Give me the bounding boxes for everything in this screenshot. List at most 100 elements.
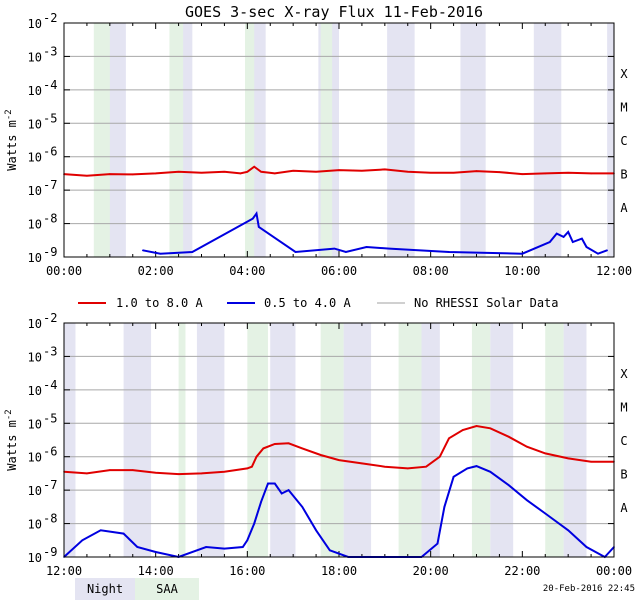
y-tick-exponent: -7 xyxy=(43,178,57,192)
flare-class-label: X xyxy=(620,367,628,381)
short-point xyxy=(246,539,249,542)
short-point xyxy=(521,252,524,255)
long-point xyxy=(131,173,134,176)
night-band xyxy=(387,23,415,257)
short-point xyxy=(301,506,304,508)
long-point xyxy=(406,170,409,173)
short-point xyxy=(260,501,262,503)
long-point xyxy=(260,170,262,173)
night-band xyxy=(196,323,225,557)
long-point xyxy=(406,467,409,470)
short-point xyxy=(606,249,608,252)
y-tick-exponent: -5 xyxy=(43,411,57,425)
night-band xyxy=(270,323,296,557)
short-point xyxy=(466,467,469,470)
y-tick-label: 10 xyxy=(28,417,42,431)
flare-class-label: M xyxy=(620,101,627,115)
short-point xyxy=(122,532,125,535)
short-point xyxy=(257,226,260,228)
long-point xyxy=(200,472,203,475)
saa-band xyxy=(169,23,184,257)
long-point xyxy=(223,470,226,473)
flare-class-label: X xyxy=(620,67,628,81)
short-point xyxy=(333,247,336,250)
short-point xyxy=(585,546,588,548)
long-point xyxy=(338,169,340,171)
short-point xyxy=(544,512,547,515)
y-tick-exponent: -7 xyxy=(43,478,57,492)
night-swatch xyxy=(75,578,135,600)
saa-swatch xyxy=(135,578,199,600)
x-tick-label: 04:00 xyxy=(229,264,265,278)
saa-band xyxy=(398,323,422,557)
y-tick-label: 10 xyxy=(28,484,42,498)
short-point xyxy=(223,547,226,550)
y-tick-label: 10 xyxy=(28,117,42,131)
short-point xyxy=(507,484,510,486)
x-tick-label: 18:00 xyxy=(321,564,357,578)
flare-class-label: A xyxy=(620,501,628,515)
long-point xyxy=(567,457,569,460)
y-tick-label: 10 xyxy=(28,518,42,532)
y-tick-label: 10 xyxy=(28,50,42,64)
y-tick-label: 10 xyxy=(28,151,42,165)
long-point xyxy=(361,169,363,172)
short-point xyxy=(294,251,297,253)
y-tick-exponent: -3 xyxy=(43,344,57,358)
y-axis-label-exponent: -2 xyxy=(4,409,14,420)
short-point xyxy=(443,506,446,508)
x-tick-label: 00:00 xyxy=(46,264,82,278)
short-point xyxy=(388,247,391,250)
series-long-line xyxy=(63,165,614,177)
long-point xyxy=(287,442,290,445)
series-short-line xyxy=(63,465,615,559)
short-point xyxy=(555,232,558,235)
y-tick-label: 10 xyxy=(28,384,42,398)
long-point xyxy=(319,454,322,456)
night-band xyxy=(563,323,587,557)
saa-band xyxy=(320,23,333,257)
short-point xyxy=(562,236,565,238)
night-band xyxy=(490,323,514,557)
short-point xyxy=(142,249,144,252)
long-point xyxy=(384,465,386,468)
y-tick-exponent: -6 xyxy=(43,445,57,459)
flare-class-label: M xyxy=(620,401,627,415)
short-point xyxy=(581,237,583,240)
panel-bottom: 10-210-310-410-510-610-710-810 -912:00 14:… xyxy=(4,311,632,578)
short-point xyxy=(241,546,244,548)
short-point xyxy=(205,546,207,548)
x-tick-label: 12:00 xyxy=(596,264,632,278)
long-point xyxy=(498,171,501,173)
long-point xyxy=(109,469,111,471)
long-point xyxy=(177,473,180,475)
short-point xyxy=(489,470,492,473)
long-point xyxy=(361,462,363,465)
y-axis-label-exponent: -2 xyxy=(4,109,14,120)
long-point xyxy=(246,170,249,173)
long-point xyxy=(251,465,253,468)
short-point xyxy=(329,549,331,552)
night-band xyxy=(460,23,486,257)
long-point xyxy=(338,459,340,461)
night-band xyxy=(533,23,562,257)
y-axis-label: Watts m-2 xyxy=(4,109,19,170)
x-tick-label: 06:00 xyxy=(321,264,357,278)
y-tick-label: 10 xyxy=(28,251,42,265)
long-point xyxy=(200,171,203,174)
short-point xyxy=(267,482,269,485)
saa-band xyxy=(545,323,564,557)
timestamp: 20-Feb-2016 22:45 xyxy=(543,584,635,594)
short-point xyxy=(280,492,283,495)
y-tick-exponent: -4 xyxy=(43,78,57,92)
night-band xyxy=(64,323,76,557)
long-point xyxy=(274,172,276,175)
long-point xyxy=(315,170,317,173)
short-point xyxy=(191,251,194,253)
long-point xyxy=(567,171,569,174)
flare-class-label: C xyxy=(620,134,627,148)
long-point xyxy=(384,168,386,171)
night-band xyxy=(343,323,372,557)
saa-band xyxy=(93,23,110,257)
long-point xyxy=(154,172,157,175)
